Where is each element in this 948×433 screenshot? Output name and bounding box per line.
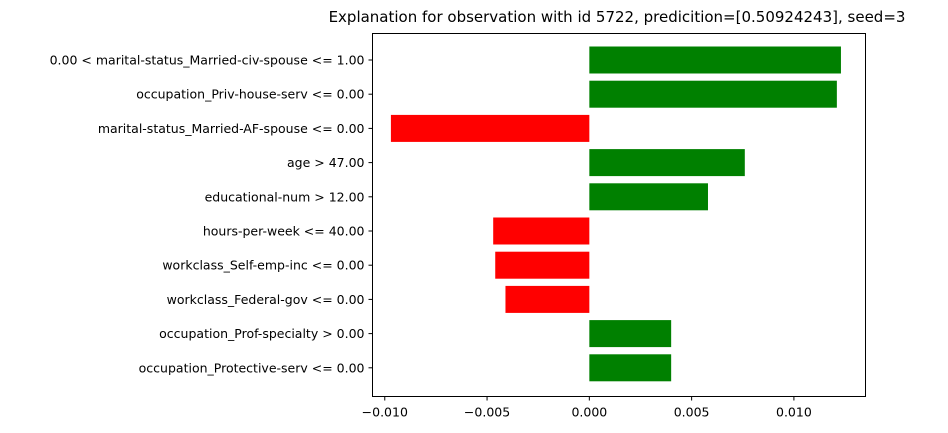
bar bbox=[589, 149, 745, 177]
y-tick-label: 0.00 < marital-status_Married-civ-spouse… bbox=[50, 53, 365, 68]
bars-group bbox=[390, 46, 841, 382]
y-tick-label: hours-per-week <= 40.00 bbox=[203, 224, 365, 239]
x-axis: −0.010 −0.005 0.000 0.005 0.010 bbox=[362, 396, 812, 420]
x-tick-label: 0.010 bbox=[776, 405, 812, 420]
y-tick-label: occupation_Protective-serv <= 0.00 bbox=[139, 360, 365, 375]
bar bbox=[589, 183, 708, 211]
bar bbox=[493, 217, 590, 245]
x-tick-label: 0.005 bbox=[674, 405, 710, 420]
bar bbox=[589, 80, 837, 108]
plot-frame bbox=[372, 33, 866, 397]
bar bbox=[390, 114, 590, 142]
bar bbox=[589, 320, 672, 348]
y-tick-label: marital-status_Married-AF-spouse <= 0.00 bbox=[98, 121, 365, 136]
y-tick-labels: 0.00 < marital-status_Married-civ-spouse… bbox=[50, 53, 373, 375]
y-tick-label: occupation_Priv-house-serv <= 0.00 bbox=[136, 87, 364, 102]
x-tick-label: −0.010 bbox=[362, 405, 408, 420]
bar bbox=[589, 46, 841, 74]
y-tick-label: age > 47.00 bbox=[287, 155, 365, 170]
bar bbox=[589, 354, 672, 382]
y-tick-label: occupation_Prof-specialty > 0.00 bbox=[159, 326, 364, 341]
chart-title: Explanation for observation with id 5722… bbox=[329, 8, 906, 26]
y-tick-label: educational-num > 12.00 bbox=[205, 189, 365, 204]
x-tick-label: 0.000 bbox=[571, 405, 607, 420]
y-tick-label: workclass_Federal-gov <= 0.00 bbox=[167, 292, 365, 307]
bar bbox=[495, 251, 590, 279]
bar bbox=[505, 285, 590, 313]
x-tick-label: −0.005 bbox=[464, 405, 510, 420]
y-tick-label: workclass_Self-emp-inc <= 0.00 bbox=[162, 258, 364, 273]
